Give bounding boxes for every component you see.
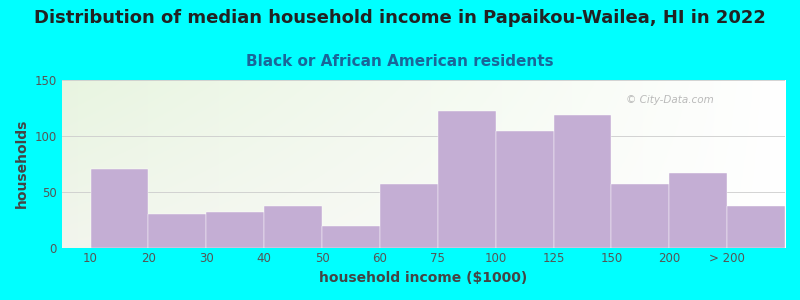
Bar xyxy=(206,212,264,247)
Bar xyxy=(670,173,727,248)
Bar xyxy=(264,206,322,248)
Text: Black or African American residents: Black or African American residents xyxy=(246,54,554,69)
Bar xyxy=(496,131,554,248)
Bar xyxy=(438,111,496,248)
Bar xyxy=(322,226,380,248)
Y-axis label: households: households xyxy=(15,119,29,208)
Bar xyxy=(611,184,670,248)
Text: © City-Data.com: © City-Data.com xyxy=(626,95,714,105)
Bar xyxy=(727,206,785,248)
X-axis label: household income ($1000): household income ($1000) xyxy=(319,271,527,285)
Bar xyxy=(90,169,149,247)
Bar xyxy=(149,214,206,248)
Text: Distribution of median household income in Papaikou-Wailea, HI in 2022: Distribution of median household income … xyxy=(34,9,766,27)
Bar xyxy=(380,184,438,248)
Bar xyxy=(554,115,611,248)
